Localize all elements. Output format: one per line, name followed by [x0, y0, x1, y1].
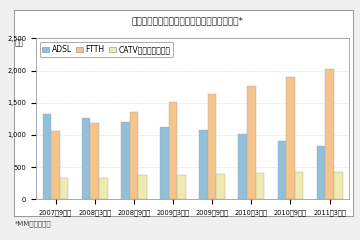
- Bar: [286, 77, 295, 199]
- Bar: [42, 114, 51, 199]
- Bar: [60, 178, 68, 199]
- Bar: [208, 94, 216, 199]
- Bar: [177, 175, 186, 199]
- Bar: [199, 130, 208, 199]
- Text: ブロードバンド接続サービスの契約件数推移*: ブロードバンド接続サービスの契約件数推移*: [131, 17, 243, 26]
- Bar: [160, 126, 169, 199]
- Bar: [121, 122, 130, 199]
- Bar: [82, 118, 90, 199]
- Bar: [90, 123, 99, 199]
- Bar: [51, 131, 60, 199]
- Legend: ADSL, FTTH, CATVインターネット: ADSL, FTTH, CATVインターネット: [40, 42, 173, 57]
- Bar: [238, 134, 247, 199]
- Bar: [169, 102, 177, 199]
- Bar: [317, 146, 325, 199]
- Text: *MM総研まとめ: *MM総研まとめ: [14, 221, 51, 228]
- Bar: [325, 69, 334, 199]
- Bar: [216, 174, 225, 199]
- Bar: [130, 112, 138, 199]
- Bar: [295, 172, 303, 199]
- Bar: [247, 86, 256, 199]
- Bar: [334, 172, 343, 199]
- Text: 万件: 万件: [14, 38, 24, 48]
- Bar: [256, 174, 264, 199]
- Bar: [99, 178, 108, 199]
- Bar: [278, 141, 286, 199]
- Bar: [138, 175, 147, 199]
